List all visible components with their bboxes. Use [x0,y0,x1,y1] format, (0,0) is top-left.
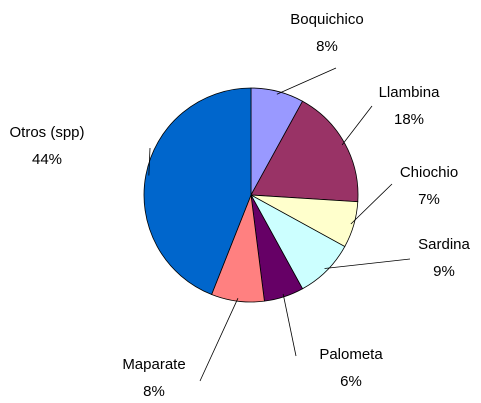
slice-label: Boquichico [290,11,363,28]
slice-label: Sardina [418,236,470,253]
pie-slice [143,87,252,296]
leader-line [350,183,393,225]
leader-line [199,298,239,382]
slice-label: Chiochio [400,164,458,181]
leader-line [148,147,151,176]
slice-label: Palometa [319,346,383,363]
slice-label: Llambina [379,84,441,101]
pie-slice [250,100,359,203]
slice-value-label: 8% [143,383,165,400]
leader-line [341,105,373,146]
slice-label: Otros (spp) [9,124,84,141]
leader-line [282,293,297,357]
slice-label: Maparate [122,356,185,373]
slice-value-label: 18% [394,111,424,128]
slice-value-label: 8% [316,38,338,55]
slice-value-label: 7% [418,191,440,208]
leader-line [324,258,411,269]
slice-value-label: 6% [340,373,362,390]
slice-value-label: 9% [433,263,455,280]
leader-line [276,67,337,95]
slice-value-label: 44% [32,151,62,168]
